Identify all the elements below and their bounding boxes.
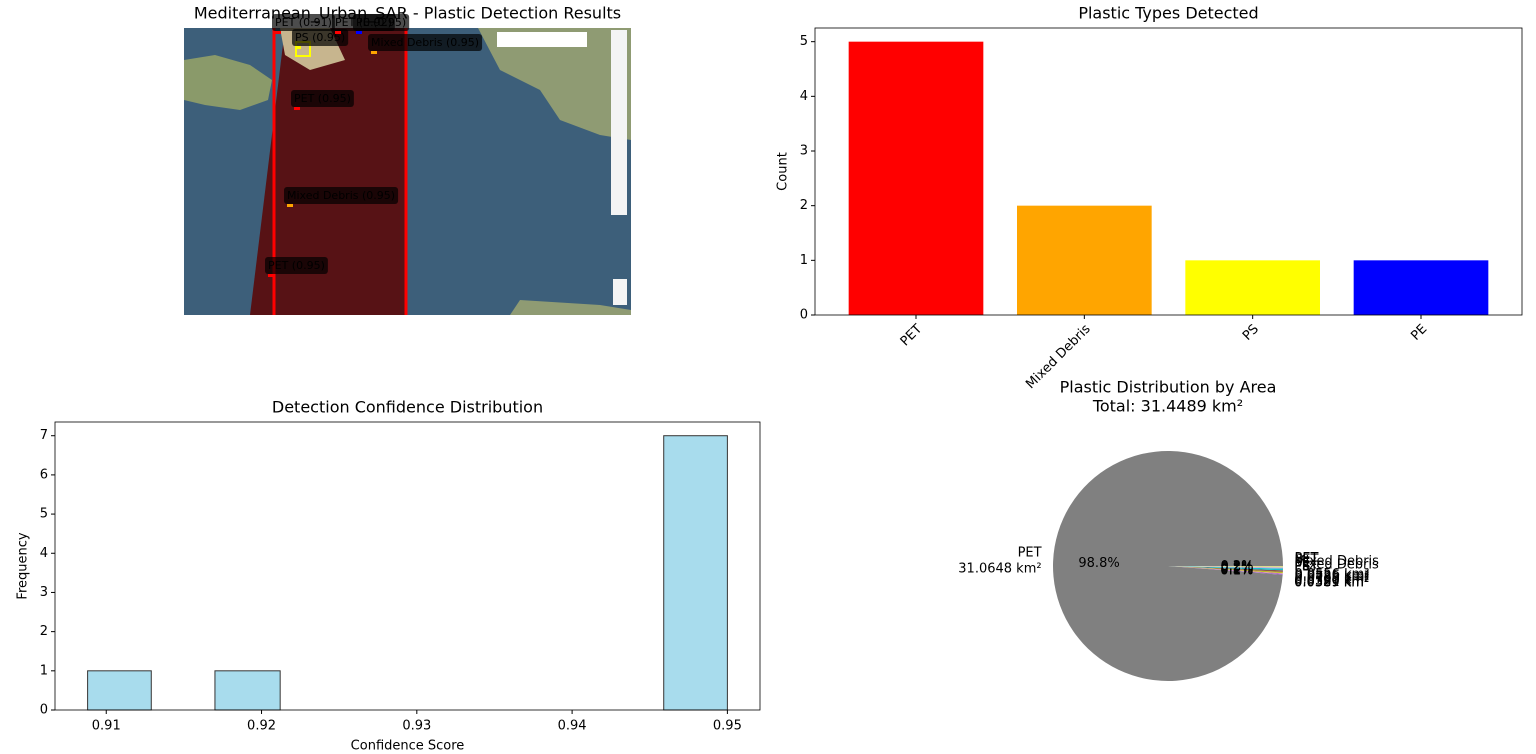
slice-pct-label: 98.8% [1078, 556, 1119, 571]
map-land [510, 300, 631, 315]
y-tick-label: 3 [800, 144, 808, 159]
hist-bar [214, 670, 281, 711]
x-tick-label: 0.95 [713, 719, 742, 734]
slice-value-label: 0.0526 km² [1294, 569, 1369, 584]
bar [1017, 205, 1152, 315]
map-land [184, 55, 272, 110]
slice-value-label: 0.0560 km² [1294, 574, 1369, 589]
detection-label: Mixed Debris (0.95) [371, 36, 479, 49]
detection-box [371, 51, 377, 54]
sar-swath [250, 28, 406, 315]
detection-label: PET (0.92) [335, 16, 392, 29]
pie-slice [1168, 566, 1283, 574]
slice-label: PET [1294, 553, 1318, 568]
chart-title: Detection Confidence Distribution [272, 398, 543, 417]
slice-value-label: 0.0321 km² [1294, 575, 1369, 590]
pie-slice [1168, 566, 1283, 572]
y-axis-label: Count [776, 152, 791, 191]
y-tick-label: 1 [800, 253, 808, 268]
slice-pct-label: 0.2% [1220, 559, 1253, 574]
pie-slice [1168, 566, 1283, 574]
slice-value-label: 0.0389 km² [1294, 576, 1369, 591]
slice-label: PET [1294, 551, 1318, 566]
map-layout [184, 28, 631, 315]
chart-subtitle: Total: 31.4489 km² [1092, 397, 1243, 416]
map-toolbar [611, 30, 627, 215]
chart-title: Plastic Types Detected [1078, 4, 1258, 23]
detection-label: Mixed Debris (0.95) [287, 189, 395, 202]
detection-box [275, 31, 281, 34]
y-tick-label: 0 [800, 308, 808, 323]
y-tick-label: 0 [40, 703, 48, 718]
slice-label: Mixed Debris [1294, 554, 1379, 569]
y-tick-label: 5 [40, 507, 48, 522]
slice-pct-label: 0.2% [1220, 560, 1253, 575]
detection-box [287, 204, 293, 207]
y-tick-label: 3 [40, 585, 48, 600]
label-bg [292, 29, 349, 46]
bar [1353, 260, 1489, 315]
y-axis-label: Frequency [16, 532, 31, 599]
y-tick-label: 2 [800, 198, 808, 213]
slice-value-label: 31.0648 km² [958, 562, 1041, 577]
x-tick-label: PS [1240, 322, 1262, 344]
hist-bar [87, 670, 152, 711]
y-tick-label: 1 [40, 663, 48, 678]
detection-box [268, 274, 274, 277]
pie-slice [1168, 566, 1283, 569]
y-tick-label: 4 [40, 546, 48, 561]
map-land [478, 28, 631, 140]
detection-box [294, 107, 300, 110]
slice-label: PE [1294, 556, 1310, 571]
y-tick-label: 7 [40, 428, 48, 443]
x-tick-label: 0.94 [558, 719, 587, 734]
pie-slice [1168, 566, 1283, 571]
x-tick-label: 0.93 [402, 719, 431, 734]
slice-label: PET [1294, 560, 1318, 575]
x-tick-label: PET [898, 322, 926, 350]
detection-label: PET (0.95) [268, 259, 325, 272]
slice-value-label: 0.0700 km² [1294, 572, 1369, 587]
y-tick-label: 4 [800, 89, 808, 104]
detection-box [356, 31, 362, 34]
map-search [497, 32, 587, 47]
label-bg [284, 187, 399, 204]
pie-slice [1168, 566, 1283, 575]
slice-label: PET [1018, 546, 1042, 561]
chart-title: Plastic Distribution by Area [1060, 378, 1277, 397]
detection-box [295, 46, 301, 49]
label-bg [368, 34, 483, 51]
slice-label: PS [1294, 559, 1310, 574]
y-tick-label: 6 [40, 467, 48, 482]
axes-frame [54, 421, 761, 711]
bar [848, 41, 984, 316]
label-bg [265, 257, 328, 274]
x-tick-label: PE [1408, 322, 1430, 344]
slice-label: Mixed Debris [1294, 558, 1379, 573]
axes-frame [814, 27, 1523, 316]
label-bg [272, 14, 335, 31]
hist-bar [663, 435, 728, 711]
map-zoom [613, 279, 627, 305]
detection-label: PET (0.95) [294, 92, 351, 105]
slice-pct-label: 0.2% [1220, 562, 1253, 577]
x-tick-label: 0.91 [92, 719, 121, 734]
slice-value-label: 0.0556 km² [1294, 567, 1369, 582]
slice-value-label: 0.0789 km² [1294, 570, 1369, 585]
bar [1185, 260, 1320, 315]
slice-pct-label: 0.3% [1220, 561, 1253, 576]
pie-slice [1052, 450, 1283, 681]
pie-slice [1168, 566, 1283, 568]
detection-label: PET (0.91) [275, 16, 332, 29]
detection-box [335, 31, 341, 34]
detection-label: PS (0.95) [295, 31, 345, 44]
label-bg [332, 14, 395, 31]
y-tick-label: 5 [800, 34, 808, 49]
y-tick-label: 2 [40, 624, 48, 639]
x-axis-label: Confidence Score [351, 739, 465, 754]
label-bg [291, 90, 354, 107]
x-tick-label: 0.92 [247, 719, 276, 734]
